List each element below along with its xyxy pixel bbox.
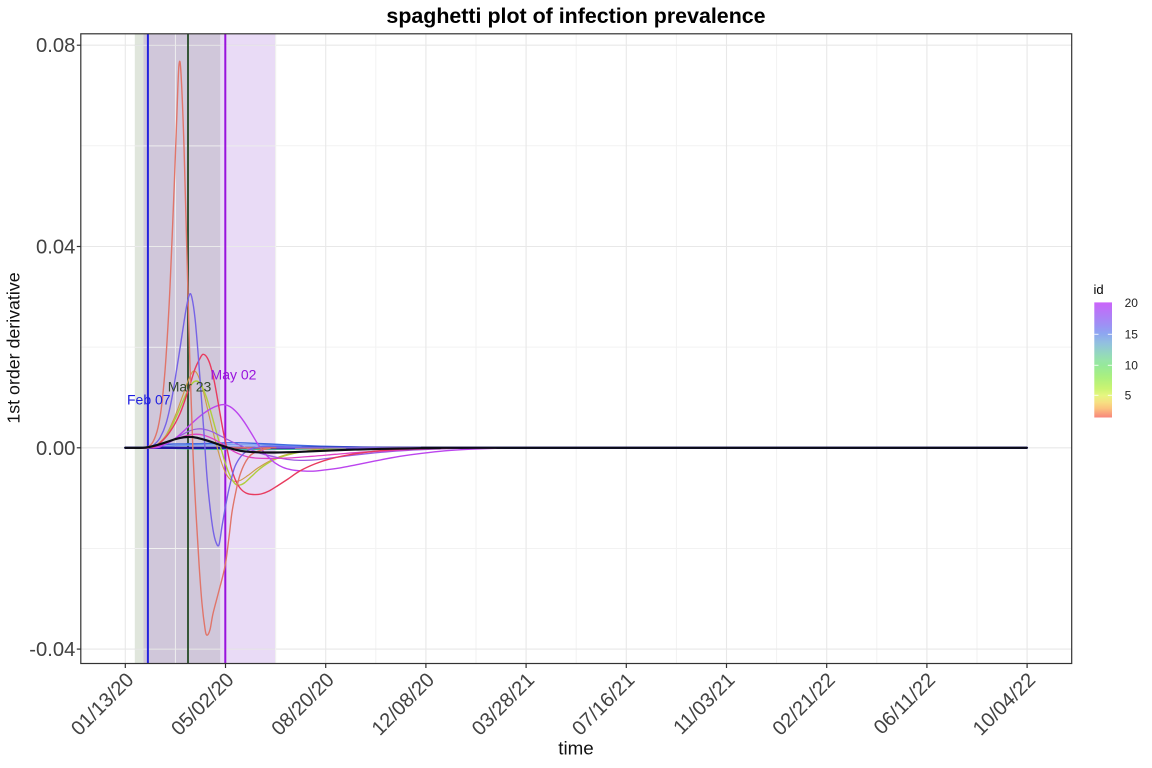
svg-text:0.00: 0.00 [36, 438, 75, 460]
svg-text:10: 10 [1125, 359, 1139, 373]
svg-text:Mar 23: Mar 23 [168, 379, 212, 395]
svg-text:-0.04: -0.04 [29, 639, 75, 661]
svg-text:0.04: 0.04 [36, 237, 75, 259]
svg-text:May 02: May 02 [211, 367, 257, 383]
svg-text:time: time [558, 738, 593, 759]
svg-text:spaghetti plot of infection pr: spaghetti plot of infection prevalence [386, 4, 765, 28]
svg-text:15: 15 [1125, 328, 1139, 342]
svg-text:5: 5 [1125, 389, 1132, 403]
svg-text:20: 20 [1125, 296, 1139, 310]
svg-text:1st order derivative: 1st order derivative [4, 272, 24, 423]
svg-text:id: id [1094, 282, 1104, 297]
svg-text:0.08: 0.08 [36, 35, 75, 57]
svg-text:Feb 07: Feb 07 [127, 392, 171, 408]
